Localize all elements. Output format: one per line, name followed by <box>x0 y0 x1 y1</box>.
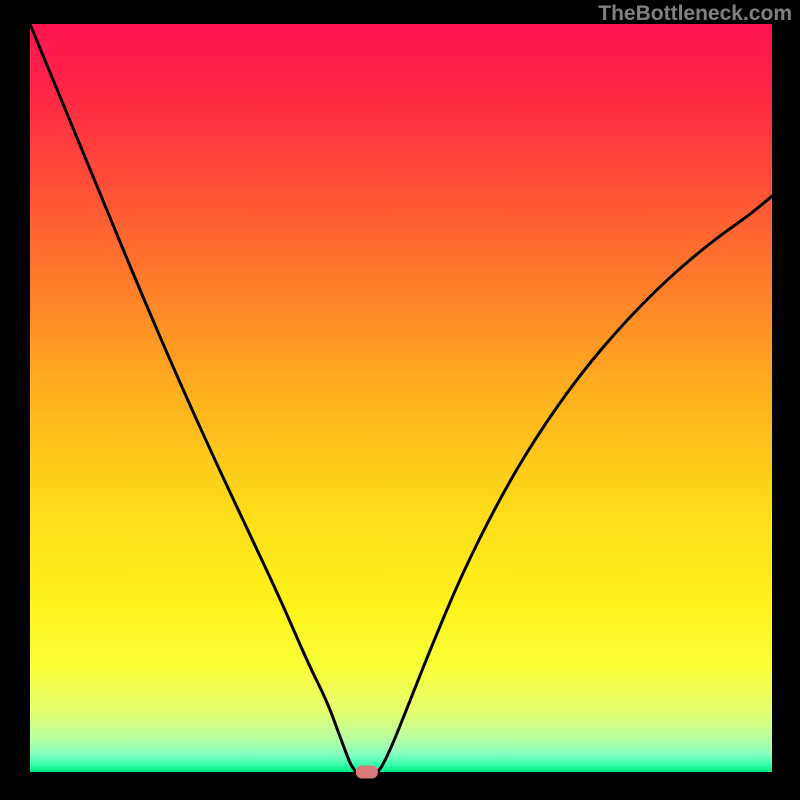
bottleneck-chart <box>0 0 800 800</box>
watermark-text: TheBottleneck.com <box>598 2 792 26</box>
optimal-marker <box>356 766 378 779</box>
plot-background <box>30 24 772 772</box>
chart-container: TheBottleneck.com <box>0 0 800 800</box>
